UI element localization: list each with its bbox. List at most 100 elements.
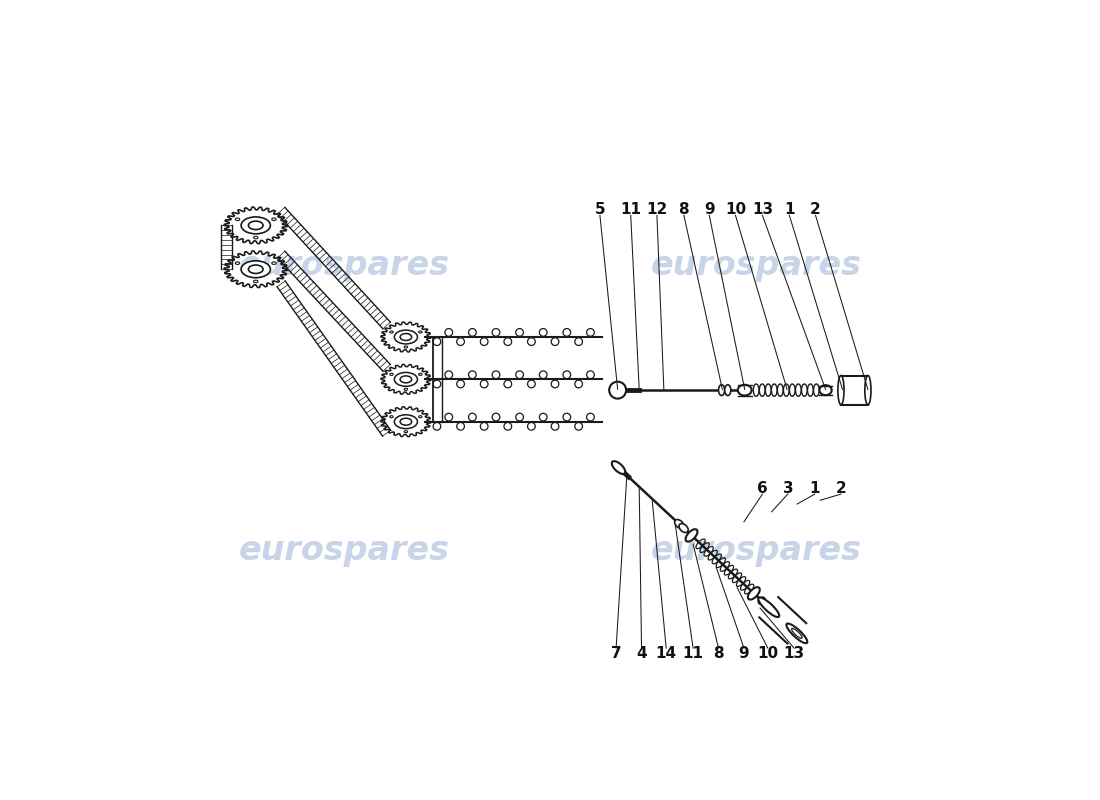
Ellipse shape xyxy=(586,414,594,421)
Text: 5: 5 xyxy=(595,202,605,218)
Ellipse shape xyxy=(575,338,583,346)
Ellipse shape xyxy=(400,418,411,425)
Ellipse shape xyxy=(551,422,559,430)
Ellipse shape xyxy=(389,331,393,333)
Ellipse shape xyxy=(685,530,697,542)
Ellipse shape xyxy=(419,331,422,333)
Text: 13: 13 xyxy=(783,646,804,661)
Ellipse shape xyxy=(404,346,408,348)
Text: 2: 2 xyxy=(811,202,821,218)
Text: 14: 14 xyxy=(656,646,676,661)
Ellipse shape xyxy=(563,414,571,421)
Text: 9: 9 xyxy=(738,646,749,661)
Ellipse shape xyxy=(586,329,594,336)
Ellipse shape xyxy=(481,380,488,388)
Ellipse shape xyxy=(433,422,441,430)
Text: 7: 7 xyxy=(610,646,621,661)
Ellipse shape xyxy=(389,374,393,375)
Ellipse shape xyxy=(563,329,571,336)
Text: 11: 11 xyxy=(683,646,704,661)
Ellipse shape xyxy=(419,416,422,418)
Ellipse shape xyxy=(235,218,240,221)
Ellipse shape xyxy=(838,375,844,405)
Ellipse shape xyxy=(444,371,452,378)
Ellipse shape xyxy=(456,380,464,388)
Ellipse shape xyxy=(758,598,766,604)
Bar xyxy=(842,375,868,405)
Ellipse shape xyxy=(249,265,263,274)
Ellipse shape xyxy=(563,371,571,378)
Text: 12: 12 xyxy=(647,202,668,218)
Ellipse shape xyxy=(516,371,524,378)
Text: eurospares: eurospares xyxy=(239,534,450,566)
Ellipse shape xyxy=(469,371,476,378)
Ellipse shape xyxy=(528,338,536,346)
Ellipse shape xyxy=(820,385,832,395)
Ellipse shape xyxy=(575,380,583,388)
Text: 1: 1 xyxy=(810,481,820,496)
Text: eurospares: eurospares xyxy=(239,249,450,282)
Ellipse shape xyxy=(444,329,452,336)
Ellipse shape xyxy=(389,416,393,418)
Ellipse shape xyxy=(272,218,276,221)
Ellipse shape xyxy=(504,338,512,346)
Ellipse shape xyxy=(718,385,725,395)
Ellipse shape xyxy=(528,380,536,388)
Text: 9: 9 xyxy=(704,202,715,218)
Ellipse shape xyxy=(612,461,625,474)
Ellipse shape xyxy=(758,598,779,617)
Ellipse shape xyxy=(609,382,626,398)
Ellipse shape xyxy=(504,422,512,430)
Ellipse shape xyxy=(539,371,547,378)
Ellipse shape xyxy=(738,385,751,395)
Ellipse shape xyxy=(551,338,559,346)
Ellipse shape xyxy=(235,262,240,265)
Text: eurospares: eurospares xyxy=(651,249,861,282)
Text: 11: 11 xyxy=(620,202,641,218)
Ellipse shape xyxy=(586,371,594,378)
Ellipse shape xyxy=(444,414,452,421)
Text: 6: 6 xyxy=(757,481,768,496)
Ellipse shape xyxy=(575,422,583,430)
Text: 8: 8 xyxy=(679,202,690,218)
Ellipse shape xyxy=(419,374,422,375)
Text: 1: 1 xyxy=(784,202,794,218)
Ellipse shape xyxy=(254,280,257,282)
Ellipse shape xyxy=(865,375,871,405)
Ellipse shape xyxy=(748,587,760,599)
Ellipse shape xyxy=(456,338,464,346)
Text: 3: 3 xyxy=(782,481,793,496)
Text: 8: 8 xyxy=(713,646,724,661)
Ellipse shape xyxy=(492,329,499,336)
Text: eurospares: eurospares xyxy=(651,534,861,566)
Ellipse shape xyxy=(786,623,807,643)
Ellipse shape xyxy=(516,329,524,336)
Ellipse shape xyxy=(456,422,464,430)
Ellipse shape xyxy=(400,334,411,341)
Text: 10: 10 xyxy=(757,646,779,661)
Ellipse shape xyxy=(792,629,802,638)
Text: 2: 2 xyxy=(836,481,846,496)
Ellipse shape xyxy=(492,371,499,378)
Ellipse shape xyxy=(404,430,408,433)
Ellipse shape xyxy=(528,422,536,430)
Ellipse shape xyxy=(469,414,476,421)
Text: 10: 10 xyxy=(725,202,746,218)
Ellipse shape xyxy=(674,519,684,529)
Ellipse shape xyxy=(481,338,488,346)
Ellipse shape xyxy=(241,261,271,278)
Ellipse shape xyxy=(400,376,411,383)
Ellipse shape xyxy=(492,414,499,421)
Ellipse shape xyxy=(551,380,559,388)
Ellipse shape xyxy=(504,380,512,388)
Ellipse shape xyxy=(433,338,441,346)
Ellipse shape xyxy=(404,388,408,390)
Text: 13: 13 xyxy=(751,202,773,218)
Text: 4: 4 xyxy=(636,646,647,661)
Ellipse shape xyxy=(481,422,488,430)
Ellipse shape xyxy=(679,524,689,533)
Ellipse shape xyxy=(395,330,418,344)
Ellipse shape xyxy=(395,373,418,386)
Ellipse shape xyxy=(539,329,547,336)
Ellipse shape xyxy=(469,329,476,336)
